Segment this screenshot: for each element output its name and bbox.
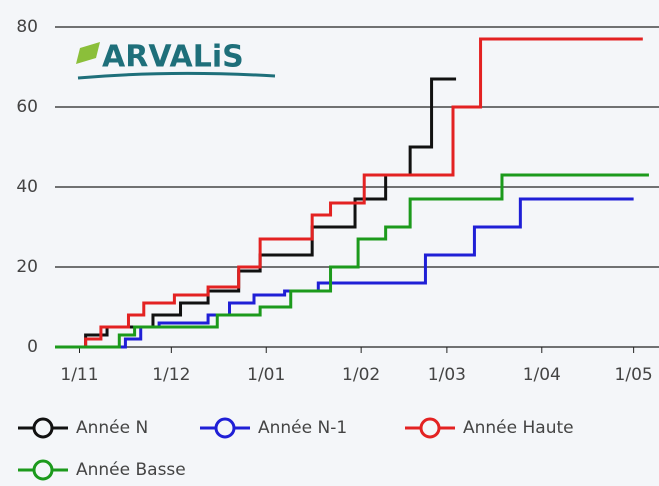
y-tick-label: 20 — [16, 257, 38, 277]
logo: ARVALiS — [102, 40, 244, 75]
logo-swoosh — [77, 71, 276, 80]
legend-label: Année Haute — [463, 418, 574, 438]
x-tick-label: 1/02 — [342, 365, 380, 385]
y-tick-label: 80 — [16, 17, 38, 37]
x-tick-label: 1/03 — [428, 365, 466, 385]
x-tick-label: 1/11 — [60, 365, 98, 385]
legend-marker — [419, 417, 441, 439]
step-line — [55, 173, 649, 349]
y-tick-label: 0 — [27, 337, 38, 357]
y-tick-label: 60 — [16, 97, 38, 117]
legend-label: Année N — [76, 418, 148, 438]
x-tick-label: 1/01 — [247, 365, 285, 385]
step-line — [55, 197, 634, 349]
step-line — [55, 77, 457, 349]
x-tick-label: 1/05 — [615, 365, 653, 385]
logo-icon — [76, 42, 100, 64]
legend-label: Année Basse — [76, 460, 186, 480]
legend-marker — [214, 417, 236, 439]
x-tick-label: 1/12 — [152, 365, 190, 385]
step-line — [55, 37, 643, 349]
legend-marker — [32, 417, 54, 439]
legend-marker — [32, 459, 54, 481]
legend-label: Année N-1 — [258, 418, 347, 438]
x-tick-label: 1/04 — [523, 365, 561, 385]
y-tick-label: 40 — [16, 177, 38, 197]
